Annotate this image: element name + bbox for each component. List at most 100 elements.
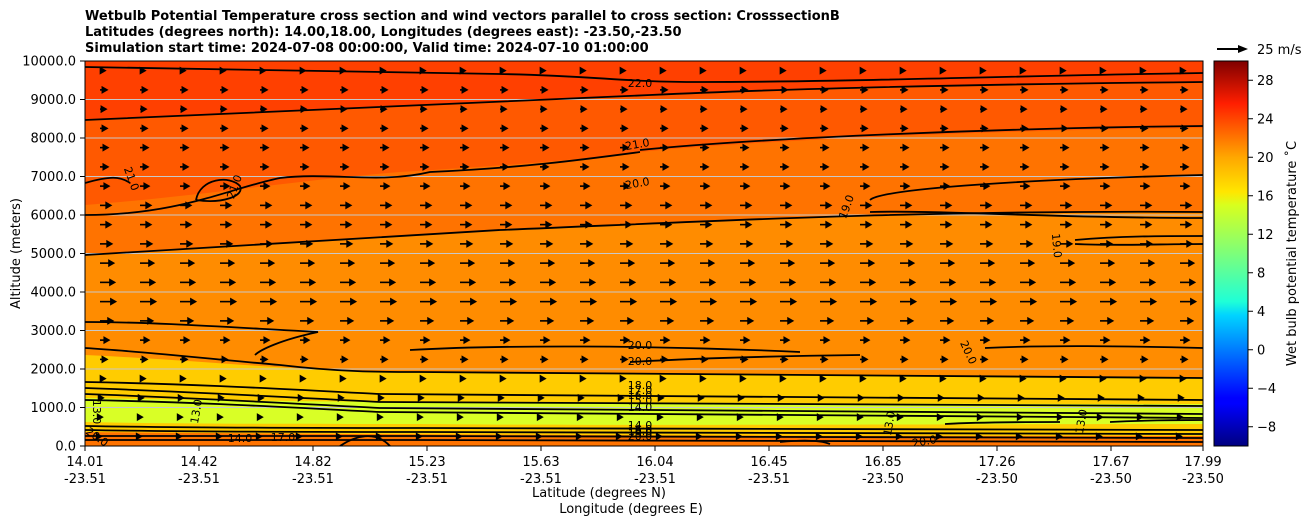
wind-vector-arrow	[1015, 432, 1023, 441]
wind-vector-arrow	[260, 85, 269, 94]
wind-vector-arrow	[497, 393, 505, 402]
wind-vector-arrow	[500, 124, 509, 133]
wind-vector-arrow	[700, 124, 709, 133]
wind-vector-arrow	[1180, 355, 1189, 364]
wind-vector-arrow	[660, 355, 669, 364]
wind-vector-head	[670, 297, 678, 306]
wind-vector-head	[822, 162, 830, 171]
y-tick-label: 3000.0	[31, 324, 77, 339]
wind-vector-arrow	[777, 393, 785, 402]
wind-vector-arrow	[496, 413, 504, 422]
wind-vector-arrow	[455, 432, 463, 441]
wind-vector-head	[787, 316, 795, 325]
wind-vector-arrow	[740, 355, 749, 364]
wind-vector-arrow	[100, 336, 111, 345]
wind-vector-head	[821, 124, 829, 133]
wind-vector-arrow	[140, 336, 151, 345]
wind-vector-head	[1145, 201, 1153, 210]
wind-vector-arrow	[740, 124, 749, 133]
wind-vector-head	[549, 278, 557, 287]
wind-vector-arrow	[416, 413, 424, 422]
wind-vector-arrow	[660, 259, 676, 268]
wind-vector-arrow	[935, 432, 943, 441]
wind-vector-arrow	[980, 239, 994, 248]
wind-vector-arrow	[940, 201, 953, 210]
wind-vector-head	[867, 316, 875, 325]
wind-vector-arrow	[820, 124, 829, 133]
contour-line	[195, 178, 242, 202]
wind-vector-head	[261, 124, 269, 133]
wind-vector-arrow	[980, 105, 988, 114]
wind-vector-head	[621, 85, 629, 94]
wind-vector-arrow	[859, 66, 867, 75]
wind-vector-arrow	[180, 316, 195, 325]
wind-vector-arrow	[339, 374, 347, 383]
wind-vector-head	[789, 278, 797, 287]
wind-vector-head	[619, 66, 627, 75]
wind-vector-head	[306, 239, 314, 248]
wind-vector-arrow	[660, 239, 674, 248]
wind-vector-arrow	[620, 355, 629, 364]
colorbar-tick-label: 12	[1257, 228, 1274, 243]
wind-vector-arrow	[620, 85, 629, 94]
x-tick-label-longitude: -23.51	[520, 472, 562, 487]
x-tick-label-latitude: 14.42	[180, 455, 217, 470]
wind-vector-arrow	[1177, 393, 1185, 402]
wind-vector-head	[696, 413, 704, 422]
wind-key-label: 25 m/s	[1257, 43, 1302, 58]
wind-vector-head	[586, 239, 594, 248]
wind-vector-head	[905, 220, 913, 229]
wind-vector-head	[506, 239, 514, 248]
wind-vector-arrow	[739, 374, 747, 383]
wind-vector-arrow	[220, 278, 237, 287]
wind-vector-arrow	[180, 220, 193, 229]
wind-vector-head	[907, 316, 915, 325]
wind-vector-arrow	[540, 336, 551, 345]
wind-vector-arrow	[1100, 182, 1111, 191]
wind-vector-arrow	[540, 201, 553, 210]
wind-vector-head	[142, 143, 150, 152]
wind-vector-head	[625, 220, 633, 229]
wind-vector-head	[342, 143, 350, 152]
wind-vector-head	[105, 201, 113, 210]
wind-vector-arrow	[420, 105, 428, 114]
wind-vector-arrow	[180, 259, 196, 268]
wind-vector-head	[183, 182, 191, 191]
wind-vector-arrow	[340, 124, 349, 133]
wind-vector-head	[103, 182, 111, 191]
wind-vector-arrow	[100, 297, 118, 306]
x-tick-label-longitude: -23.50	[1090, 472, 1132, 487]
wind-vector-arrow	[1100, 316, 1115, 325]
wind-vector-head	[1026, 239, 1034, 248]
wind-vector-head	[1100, 105, 1108, 114]
wind-vector-head	[425, 220, 433, 229]
wind-vector-head	[942, 143, 950, 152]
wind-vector-arrow	[780, 85, 789, 94]
wind-vector-arrow	[1140, 105, 1148, 114]
wind-vector-arrow	[580, 355, 589, 364]
contour-line	[984, 345, 1203, 349]
wind-vector-head	[543, 336, 551, 345]
wind-vector-arrow	[540, 297, 558, 306]
wind-vector-arrow	[820, 259, 836, 268]
wind-vector-arrow	[900, 182, 911, 191]
wind-vector-head	[662, 162, 670, 171]
wind-vector-head	[1030, 297, 1038, 306]
wind-vector-arrow	[1180, 85, 1189, 94]
wind-vector-head	[429, 278, 437, 287]
wind-vector-arrow	[1180, 316, 1195, 325]
wind-vector-arrow	[580, 201, 593, 210]
wind-vector-head	[585, 201, 593, 210]
wind-vector-arrow	[740, 220, 753, 229]
wind-vector-arrow	[180, 182, 191, 191]
wind-vector-arrow	[739, 66, 747, 75]
wind-vector-head	[135, 432, 143, 441]
wind-vector-head	[821, 85, 829, 94]
wind-vector-arrow	[940, 124, 949, 133]
wind-vector-arrow	[375, 432, 383, 441]
wind-vector-head	[1181, 124, 1189, 133]
wind-vector-arrow	[380, 355, 389, 364]
wind-vector-head	[669, 278, 677, 287]
wind-vector-head	[181, 85, 189, 94]
wind-vector-head	[942, 162, 950, 171]
